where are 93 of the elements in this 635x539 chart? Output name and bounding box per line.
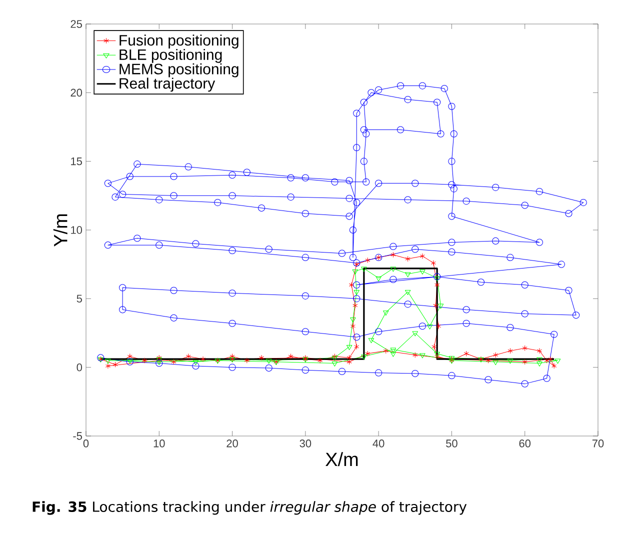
point — [365, 350, 370, 356]
text: Fig. 35 Locations tracking under irregular shape of trajectory — [32, 501, 467, 515]
x-tick-label: 0 — [83, 440, 89, 448]
point — [171, 358, 176, 365]
point — [383, 310, 389, 316]
point — [507, 358, 514, 364]
point — [464, 350, 469, 356]
legend-label: Fusion positioning — [120, 34, 238, 49]
point — [536, 348, 542, 354]
point — [404, 272, 411, 278]
y-tick-label: -5 — [73, 432, 82, 440]
point — [332, 361, 338, 366]
x-tick-label: 10 — [154, 440, 165, 448]
point — [354, 290, 360, 296]
point — [346, 358, 352, 365]
point — [486, 358, 491, 364]
point — [436, 323, 442, 329]
point — [544, 358, 550, 364]
point — [200, 356, 206, 362]
point — [432, 344, 437, 350]
point — [522, 358, 528, 365]
point — [259, 354, 264, 361]
legend-label: BLE positioning — [120, 48, 222, 63]
point — [318, 358, 323, 364]
x-tick-label: 20 — [226, 440, 238, 448]
point — [390, 252, 396, 258]
x-tick-label: 50 — [446, 440, 458, 448]
point — [192, 360, 199, 366]
x-tick-label: 70 — [592, 440, 604, 448]
point — [105, 358, 111, 364]
point — [426, 324, 433, 330]
point — [492, 360, 498, 366]
point — [383, 348, 388, 354]
point — [420, 353, 426, 358]
point — [142, 358, 148, 364]
point — [376, 276, 382, 282]
point — [105, 363, 110, 369]
point — [548, 356, 553, 362]
point — [434, 352, 440, 357]
y-tick-label: 0 — [76, 363, 82, 372]
point — [365, 257, 370, 264]
point — [536, 361, 542, 366]
point — [332, 353, 338, 360]
point — [350, 318, 356, 323]
point — [266, 358, 272, 364]
point — [420, 269, 426, 274]
y-tick-label: 5 — [76, 294, 82, 303]
x-tick-label: 60 — [519, 440, 531, 448]
point — [127, 353, 132, 360]
point — [368, 338, 374, 344]
point — [346, 354, 352, 361]
legend-label: Real trajectory — [120, 78, 216, 92]
point — [493, 352, 498, 358]
point — [361, 266, 367, 272]
point — [390, 348, 396, 353]
legend-label: MEMS positioning — [120, 63, 238, 78]
point — [434, 276, 440, 282]
point — [430, 260, 436, 266]
point — [434, 353, 440, 360]
y-tick-label: 25 — [70, 20, 82, 28]
point — [405, 256, 410, 262]
x-tick-label: 30 — [300, 440, 312, 448]
point — [354, 344, 360, 350]
point — [186, 353, 191, 360]
point — [349, 282, 354, 288]
point — [404, 290, 411, 296]
point — [352, 269, 358, 274]
point — [420, 253, 425, 259]
point — [438, 304, 444, 309]
point — [536, 357, 542, 362]
y-axis-title: Y/m — [53, 214, 68, 246]
point — [412, 331, 418, 336]
point — [361, 354, 367, 360]
point — [352, 302, 358, 308]
point — [434, 282, 440, 288]
point — [508, 348, 513, 354]
point — [288, 353, 294, 360]
point — [552, 363, 557, 369]
point — [522, 345, 528, 351]
point — [244, 358, 250, 364]
y-tick-label: 15 — [71, 158, 82, 166]
point — [554, 358, 561, 364]
y-tick-label: 10 — [71, 226, 82, 234]
point — [412, 352, 418, 358]
point — [390, 352, 396, 357]
point — [390, 266, 396, 272]
y-tick-label: 20 — [70, 88, 82, 97]
x-tick-label: 40 — [372, 440, 384, 448]
point — [346, 344, 352, 350]
point — [433, 302, 438, 308]
point — [350, 323, 356, 329]
x-axis-title: X/m — [326, 452, 358, 466]
point — [112, 362, 118, 368]
